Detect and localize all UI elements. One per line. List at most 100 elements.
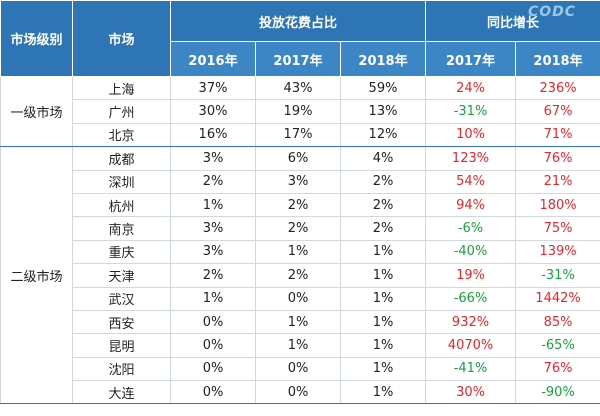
market-cell: 沈阳 [72,356,171,382]
share-cell: 2% [255,192,341,218]
growth-cell: -66% [425,286,517,311]
header-cell: 2017年 [255,41,341,77]
share-cell: 1% [339,333,427,358]
growth-cell: 139% [515,239,600,265]
share-cell: 59% [339,75,427,101]
growth-cell: -6% [425,216,517,241]
market-cell: 广州 [72,99,171,124]
market-cell: 大连 [72,380,171,405]
share-cell: 3% [170,239,256,265]
growth-cell: 85% [515,309,600,335]
growth-cell: 71% [515,122,600,148]
header-row: 市场级别 市场 投放花费占比 同比增长 [0,0,600,77]
growth-cell: 19% [425,263,517,288]
growth-cell: -40% [425,239,517,265]
growth-cell: 94% [425,192,517,218]
table-header: 市场级别 市场 投放花费占比 同比增长 2016年 2017年 2018年 2017年… [0,0,600,77]
market-cell: 昆明 [72,333,171,358]
growth-cell: -90% [515,380,600,405]
share-cell: 3% [170,216,256,241]
table-row: 西安 0% 1% 1% 932% 85% [1,309,600,335]
share-cell: 3% [170,146,256,171]
share-cell: 1% [255,333,341,358]
share-cell: 1% [255,239,341,265]
share-cell: 0% [170,356,256,382]
share-cell: 2% [339,192,427,218]
share-cell: 1% [170,286,256,311]
header-cell: 市场 [72,0,171,77]
table-row: 杭州 1% 2% 2% 94% 180% [1,192,600,218]
growth-cell: 76% [515,356,600,382]
level-cell: 二级市场 [0,146,73,405]
level-cell: 一级市场 [0,75,73,148]
table-row: 深圳 2% 3% 2% 54% 21% [1,169,600,194]
share-cell: 13% [339,99,427,124]
market-cell: 武汉 [72,286,171,311]
share-cell: 0% [255,286,341,311]
share-cell: 1% [339,380,427,405]
growth-cell: 932% [425,309,517,335]
share-cell: 1% [255,309,341,335]
table-row: 大连 0% 0% 1% 30% -90% [1,380,600,405]
share-cell: 2% [255,263,341,288]
header-cell: 2017年 [425,41,517,77]
share-cell: 16% [170,122,256,148]
header-cell: 投放花费占比 [169,0,427,42]
share-cell: 4% [339,146,427,171]
share-cell: 1% [339,286,427,311]
growth-cell: -65% [515,333,600,358]
header-cell: 同比增长 [425,0,600,42]
share-cell: 1% [339,309,427,335]
header-cell: 2018年 [339,41,427,77]
share-cell: 2% [339,169,427,194]
market-cell: 重庆 [72,239,171,265]
share-cell: 2% [170,263,256,288]
header-cell: 市场级别 [0,0,73,77]
header-cell: 2018年 [515,41,600,77]
market-table: 市场级别 市场 投放花费占比 同比增长 2016年 2017年 2018年 2017年… [0,0,600,405]
growth-cell: 236% [515,75,600,101]
share-cell: 1% [170,192,256,218]
share-cell: 0% [170,309,256,335]
share-cell: 1% [339,239,427,265]
table-row: 一级市场 上海 37% 43% 59% 24% 236% [0,75,600,148]
market-cell: 天津 [72,263,171,288]
market-cell: 北京 [72,122,171,148]
share-cell: 1% [339,263,427,288]
share-cell: 1% [339,356,427,382]
table-row: 二级市场 成都 3% 6% 4% 123% 76% [0,146,600,405]
share-cell: 0% [255,380,341,405]
growth-cell: -41% [425,356,517,382]
market-cell: 南京 [72,216,171,241]
header-cell: 2016年 [170,41,256,77]
table-row: 天津 2% 2% 1% 19% -31% [1,263,600,288]
market-cell: 上海 [72,75,171,101]
watermark: CODC [528,4,577,20]
growth-cell: 54% [425,169,517,194]
market-cell: 成都 [72,146,171,171]
growth-cell: 75% [515,216,600,241]
share-cell: 2% [339,216,427,241]
table-row: 昆明 0% 1% 1% 4070% -65% [1,333,600,358]
table-row: 北京 16% 17% 12% 10% 71% [1,122,600,148]
growth-cell: 67% [515,99,600,124]
share-cell: 3% [255,169,341,194]
growth-cell: 24% [425,75,517,101]
market-cell: 杭州 [72,192,171,218]
share-cell: 43% [255,75,341,101]
share-cell: 2% [170,169,256,194]
share-cell: 0% [255,356,341,382]
market-cell: 深圳 [72,169,171,194]
share-cell: 0% [170,333,256,358]
market-cell: 西安 [72,309,171,335]
table-row: 南京 3% 2% 2% -6% 75% [1,216,600,241]
growth-cell: 123% [425,146,517,171]
share-cell: 17% [255,122,341,148]
table-row: 武汉 1% 0% 1% -66% 1442% [1,286,600,311]
growth-cell: 76% [515,146,600,171]
growth-cell: 180% [515,192,600,218]
share-cell: 30% [170,99,256,124]
share-cell: 12% [339,122,427,148]
growth-cell: 4070% [425,333,517,358]
